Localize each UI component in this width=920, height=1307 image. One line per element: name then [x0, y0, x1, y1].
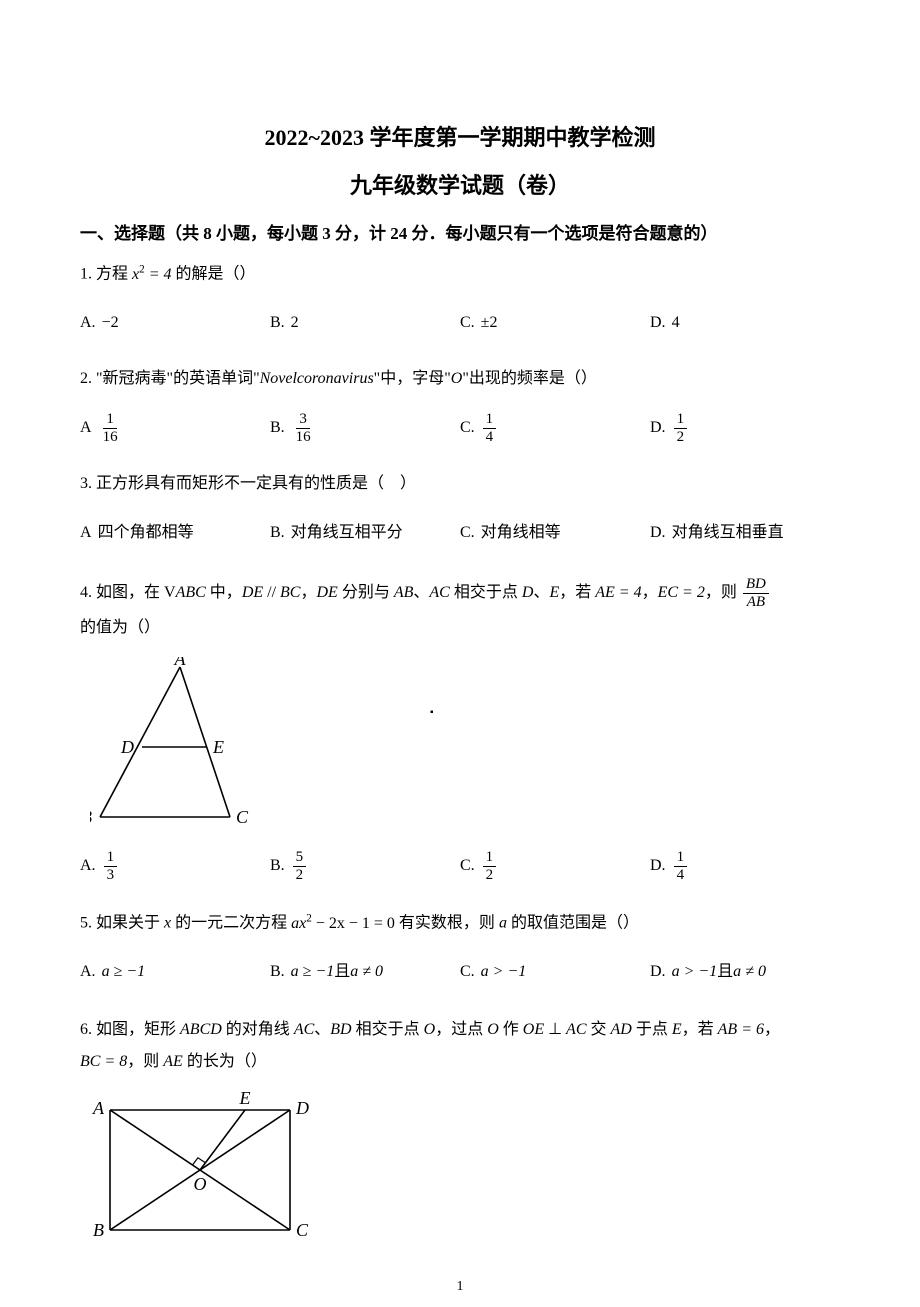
q1-options: A.−2 B.2 C.±2 D.4 [80, 301, 840, 345]
section-1-heading: 一、选择题（共 8 小题，每小题 3 分，计 24 分．每小题只有一个选项是符合… [80, 220, 840, 247]
q4-opt-d: D.14 [650, 850, 840, 883]
q5-opt-a: A.a ≥ −1 [80, 961, 270, 983]
svg-text:A: A [174, 657, 187, 669]
q1-prefix: 1. 方程 [80, 266, 132, 283]
q6-figure: A B C D E O [90, 1090, 840, 1255]
svg-text:O: O [194, 1174, 207, 1194]
q6-ab: AB = 6 [718, 1021, 764, 1038]
question-5: 5. 如果关于 x 的一元二次方程 ax2 − 2x − 1 = 0 有实数根，… [80, 908, 840, 938]
q6-bc: BC = 8 [80, 1053, 127, 1070]
center-dot-icon: ▪ [430, 707, 434, 718]
triangle-diagram: A B C D E [90, 657, 260, 827]
q1-suffix: 的解是（） [172, 266, 256, 283]
q3-opt-d: D.对角线互相垂直 [650, 522, 840, 544]
q4-opt-a: A.13 [80, 850, 270, 883]
q5-equation: ax2 − 2x − 1 = 0 [291, 915, 395, 932]
q2-options: A116 B.316 C.14 D.12 [80, 406, 840, 450]
q3-opt-c: C.对角线相等 [460, 522, 650, 544]
q5-opt-d: D.a > −1 且 a ≠ 0 [650, 961, 840, 983]
svg-text:E: E [239, 1090, 251, 1108]
q5-opt-b: B.a ≥ −1 且 a ≠ 0 [270, 961, 460, 983]
q2-opt-a: A116 [80, 412, 270, 445]
page-number: 1 [0, 1279, 920, 1295]
svg-text:A: A [92, 1098, 105, 1118]
subtitle: 九年级数学试题（卷） [80, 168, 840, 200]
q2-word: Novelcoronavirus [260, 370, 374, 387]
q1-opt-c: C.±2 [460, 312, 650, 334]
q1-opt-d: D.4 [650, 312, 840, 334]
svg-text:D: D [295, 1098, 309, 1118]
question-2: 2. "新冠病毒"的英语单词"Novelcoronavirus"中，字母"O"出… [80, 365, 840, 394]
q4-figure: A B C D E ▪ [90, 657, 840, 832]
svg-text:D: D [120, 737, 134, 757]
question-6: 6. 如图，矩形 ABCD 的对角线 AC、BD 相交于点 O，过点 O 作 O… [80, 1014, 840, 1078]
q5-options: A.a ≥ −1 B.a ≥ −1 且 a ≠ 0 C.a > −1 D.a >… [80, 950, 840, 994]
q5-opt-c: C.a > −1 [460, 961, 650, 983]
question-1: 1. 方程 x2 = 4 的解是（） [80, 259, 840, 289]
q4-opt-c: C.12 [460, 850, 650, 883]
q2-opt-b: B.316 [270, 412, 460, 445]
q4-opt-b: B.52 [270, 850, 460, 883]
question-3: 3. 正方形具有而矩形不一定具有的性质是（ ） [80, 470, 840, 499]
q1-opt-b: B.2 [270, 312, 460, 334]
svg-text:C: C [296, 1220, 309, 1240]
q3-opt-b: B.对角线互相平分 [270, 522, 460, 544]
question-4: 4. 如图，在 VABC 中，DE // BC，DE 分别与 AB、AC 相交于… [80, 575, 840, 645]
svg-text:B: B [90, 807, 92, 827]
q3-options: A四个角都相等 B.对角线互相平分 C.对角线相等 D.对角线互相垂直 [80, 511, 840, 555]
q2-opt-d: D.12 [650, 412, 840, 445]
main-title: 2022~2023 学年度第一学期期中教学检测 [80, 120, 840, 152]
q4-options: A.13 B.52 C.12 D.14 [80, 844, 840, 888]
svg-text:C: C [236, 807, 249, 827]
q2-letter-o: O [451, 370, 463, 387]
q1-opt-a: A.−2 [80, 312, 270, 334]
q2-opt-c: C.14 [460, 412, 650, 445]
q3-opt-a: A四个角都相等 [80, 522, 270, 544]
svg-text:B: B [93, 1220, 104, 1240]
svg-text:E: E [212, 737, 224, 757]
q4-ec: EC = 2 [658, 584, 705, 601]
rectangle-diagram: A B C D E O [90, 1090, 310, 1250]
q4-ae: AE = 4 [595, 584, 641, 601]
q1-equation: x2 = 4 [132, 266, 172, 283]
